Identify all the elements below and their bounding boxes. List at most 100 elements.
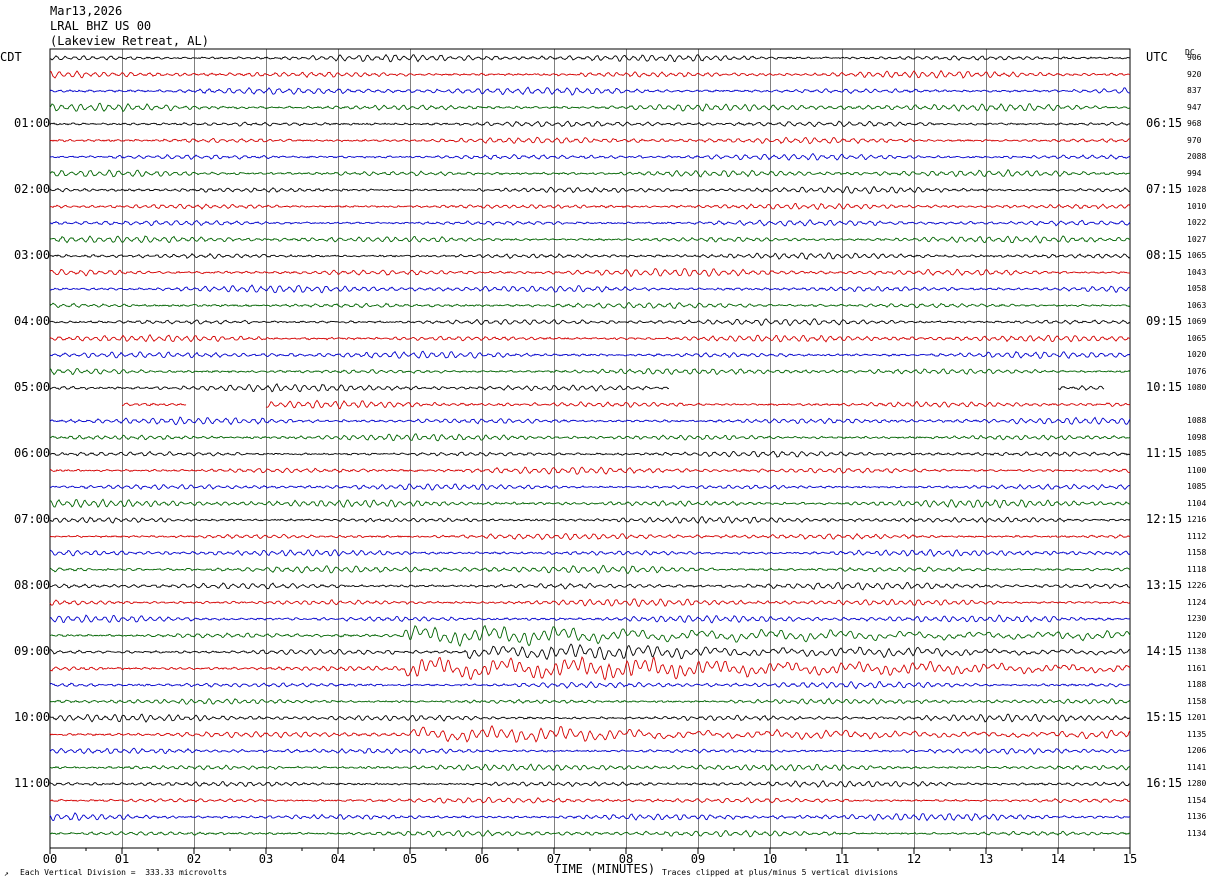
trace-row-1 [49,69,1131,79]
left-time-label: 09:00 [14,644,51,658]
dc-offset-value: 2088 [1187,152,1207,161]
dc-offset-value: 1027 [1187,234,1207,244]
trace-row-40 [49,713,1131,723]
dc-offset-value: 970 [1187,135,1202,145]
trace-row-35 [49,624,1131,647]
trace-row-33 [49,598,1131,608]
trace-row-3 [49,102,1131,113]
trace-row-42 [49,747,1131,755]
dc-offset-value: 1161 [1187,663,1207,673]
right-time-label: 10:15 [1146,380,1183,394]
dc-offset-value: 1022 [1187,218,1207,227]
trace-row-6 [49,152,1131,161]
left-time-label: 10:00 [14,710,51,724]
left-time-label: 02:00 [14,182,51,196]
dc-offset-value: 1136 [1187,812,1207,821]
trace-row-41 [49,724,1131,743]
dc-offset-value: 1104 [1187,498,1207,508]
trace-row-28 [49,516,1131,524]
dc-offset-value: 994 [1187,168,1202,178]
x-tick-label: 10 [762,852,778,866]
dc-offset-value: 1206 [1187,746,1207,755]
x-tick-label: 12 [906,852,922,866]
left-time-label: 06:00 [14,446,51,460]
dc-offset-value: 947 [1187,102,1202,112]
right-time-label: 06:15 [1146,116,1183,130]
trace-row-39 [49,697,1131,705]
x-tick-label: 00 [42,852,58,866]
x-tick-label: 06 [474,852,490,866]
trace-row-45 [49,796,1131,804]
plot-date: Mar13,2026 [50,4,123,18]
dc-offset-value: 1065 [1187,251,1207,260]
plot-frame [49,48,1131,849]
trace-row-22 [49,416,1131,426]
dc-offset-value: 1280 [1187,779,1207,788]
trace-row-36 [49,643,1131,661]
left-time-label: 04:00 [14,314,51,328]
x-tick-label: 14 [1050,852,1066,866]
trace-row-43 [49,763,1131,772]
dc-offset-value: 1112 [1187,531,1207,541]
clip-note: Traces clipped at plus/minus 5 vertical … [662,868,899,877]
trace-row-11 [49,235,1131,244]
dc-offset-value: 1085 [1187,482,1207,491]
trace-row-18 [49,350,1131,359]
dc-offset-value: 1134 [1187,828,1207,838]
x-tick-label: 05 [402,852,418,866]
x-tick-label: 13 [978,852,994,866]
trace-row-8 [49,185,1131,194]
trace-row-4 [49,120,1131,128]
x-tick-label: 01 [114,852,130,866]
left-time-label: 01:00 [14,116,51,130]
dc-offset-value: 1230 [1187,614,1207,623]
trace-row-2 [49,86,1131,96]
right-time-label: 07:15 [1146,182,1183,196]
cdt-label: CDT [0,50,22,64]
trace-row-10 [49,219,1131,227]
dc-offset-value: 1100 [1187,465,1207,475]
trace-row-0 [49,53,1131,63]
dc-offset-value: 1088 [1187,416,1207,425]
trace-row-15 [49,301,1131,309]
x-tick-label: 09 [690,852,706,866]
trace-row-17 [49,333,1131,343]
left-time-label: 08:00 [14,578,51,592]
trace-row-19 [49,367,1131,376]
x-tick-label: 11 [834,852,850,866]
dc-offset-value: 1098 [1187,432,1207,442]
trace-row-16 [49,318,1131,327]
x-tick-label: 15 [1122,852,1138,866]
trace-row-47 [49,829,1131,838]
trace-row-7 [49,169,1131,178]
dc-offset-value: 906 [1187,53,1202,62]
dc-label: DC [1185,48,1195,57]
trace-row-9 [49,202,1131,211]
utc-label: UTC [1146,50,1168,64]
trace-row-37 [49,656,1131,681]
trace-row-24 [49,450,1131,458]
trace-row-30 [49,549,1131,558]
scale-icon: ↗ [4,869,9,878]
trace-row-20 [50,384,1130,392]
dc-offset-value: 1188 [1187,680,1207,689]
left-time-label: 07:00 [14,512,51,526]
station-name: LRAL BHZ US 00 [50,19,152,33]
left-time-label: 05:00 [14,380,51,394]
right-time-label: 12:15 [1146,512,1183,526]
trace-row-46 [49,812,1131,822]
dc-offset-value: 1158 [1187,548,1207,557]
trace-row-31 [49,564,1131,575]
scale-note: Each Vertical Division = 333.33 microvol… [20,868,228,877]
x-tick-label: 04 [330,852,346,866]
trace-row-14 [49,284,1131,294]
trace-row-27 [49,498,1131,509]
right-time-label: 14:15 [1146,644,1183,658]
x-tick-label: 07 [546,852,562,866]
trace-row-25 [49,466,1131,475]
dc-offset-value: 1028 [1187,185,1207,194]
dc-offset-value: 1020 [1187,350,1207,359]
dc-offset-value: 1076 [1187,366,1207,376]
trace-row-26 [49,483,1131,491]
